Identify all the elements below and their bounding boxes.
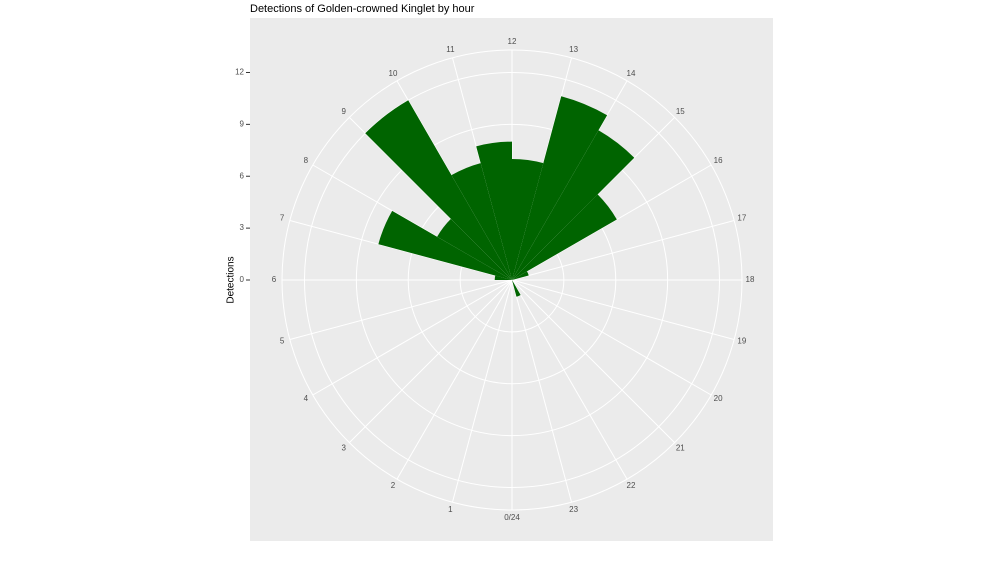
x-tick-label: 22 (627, 481, 636, 490)
bar (365, 100, 512, 280)
grid-spoke (511, 279, 712, 396)
y-tick-label: 12 (235, 68, 244, 77)
x-tick-label: 7 (280, 214, 285, 223)
x-tick-label: 8 (304, 156, 309, 165)
x-tick-label: 4 (304, 394, 309, 403)
grid-spoke (312, 279, 513, 396)
bar (512, 130, 635, 280)
y-tick-label: 6 (240, 171, 245, 180)
x-tick-label: 13 (569, 45, 578, 54)
grid-spoke (511, 279, 675, 443)
x-tick-label: 1 (448, 505, 453, 514)
x-tick-label: 16 (714, 156, 723, 165)
x-tick-label: 10 (389, 69, 398, 78)
x-tick-label: 23 (569, 505, 578, 514)
x-tick-label: 9 (341, 107, 346, 116)
bar (512, 158, 544, 280)
x-tick-label: 2 (391, 481, 396, 490)
y-tick-label: 9 (240, 119, 245, 128)
bar (476, 141, 512, 280)
x-tick-label: 15 (676, 107, 685, 116)
y-tick-label: 0 (240, 275, 245, 284)
x-tick-label: 14 (627, 69, 636, 78)
x-tick-label: 3 (341, 443, 346, 452)
chart-title: Detections of Golden-crowned Kinglet by … (250, 3, 475, 15)
x-tick-label: 11 (446, 45, 455, 54)
bar (512, 96, 608, 280)
y-axis-label: Detections (226, 256, 237, 303)
x-tick-label: 19 (737, 337, 746, 346)
x-tick-label: 18 (746, 275, 755, 284)
x-tick-label: 17 (737, 214, 746, 223)
grid-spoke (289, 279, 513, 341)
grid-spoke (349, 279, 513, 443)
grid-spoke (511, 279, 573, 503)
bar (437, 218, 512, 280)
grid-spoke (511, 279, 628, 480)
bar (512, 280, 521, 297)
bar (494, 275, 512, 280)
x-tick-label: 5 (280, 337, 285, 346)
grid-spoke (511, 279, 735, 341)
bar (451, 163, 512, 280)
grid-spoke (451, 279, 513, 503)
x-tick-label: 12 (508, 37, 517, 46)
grid-spoke (511, 219, 735, 281)
x-tick-label: 6 (272, 275, 277, 284)
x-tick-label: 20 (714, 394, 723, 403)
x-tick-label: 21 (676, 443, 685, 452)
grid-spoke (396, 279, 513, 480)
x-tick-label: 0/24 (504, 513, 520, 522)
grid-spoke (289, 219, 513, 281)
y-tick-label: 3 (240, 223, 245, 232)
bar (512, 271, 529, 280)
bar (512, 194, 617, 280)
bar (378, 210, 512, 280)
